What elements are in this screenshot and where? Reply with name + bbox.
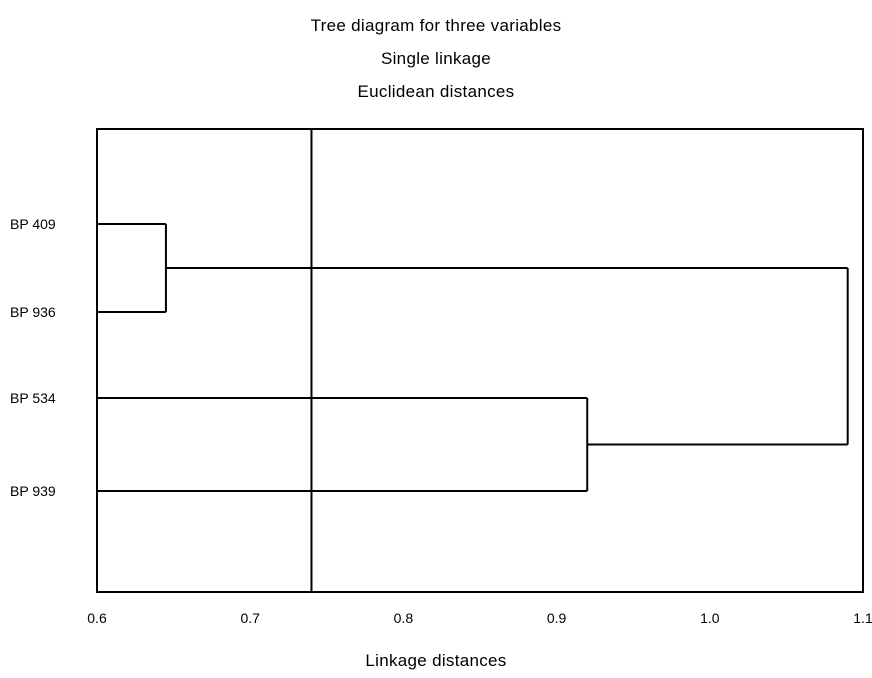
leaf-label: BP 939 xyxy=(10,483,56,499)
leaf-label: BP 409 xyxy=(10,216,56,232)
x-tick-label: 1.0 xyxy=(700,610,720,626)
plot-frame xyxy=(96,128,864,593)
x-tick-label: 0.7 xyxy=(240,610,260,626)
x-tick-label: 0.8 xyxy=(394,610,414,626)
x-tick-label: 0.6 xyxy=(87,610,107,626)
chart-title: Tree diagram for three variables xyxy=(310,16,562,35)
x-tick-label: 0.9 xyxy=(547,610,567,626)
chart-subtitle-linkage: Single linkage xyxy=(380,49,492,68)
x-axis-label: Linkage distances xyxy=(365,651,507,670)
leaf-label: BP 534 xyxy=(10,390,56,406)
chart-subtitle-distance: Euclidean distances xyxy=(357,82,515,101)
leaf-label: BP 936 xyxy=(10,304,56,320)
x-tick-label: 1.1 xyxy=(853,610,872,626)
